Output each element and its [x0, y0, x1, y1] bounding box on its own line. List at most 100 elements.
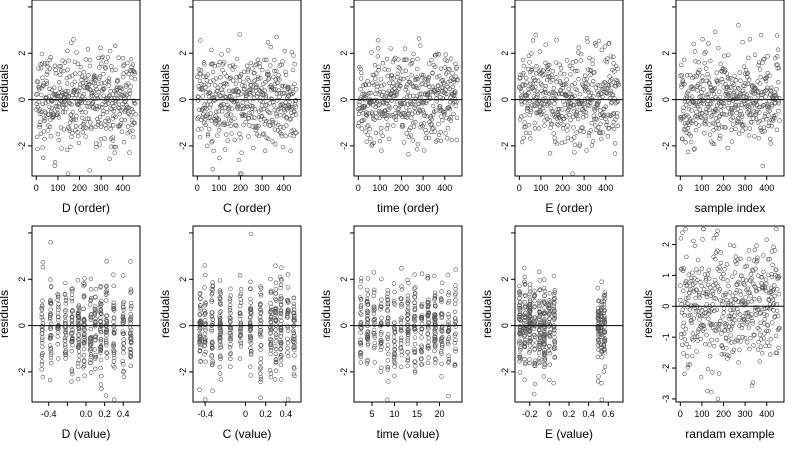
- data-point: [104, 288, 110, 294]
- data-point: [526, 90, 531, 96]
- data-point: [280, 91, 285, 96]
- data-point: [689, 275, 694, 281]
- data-point: [542, 355, 547, 361]
- data-point: [371, 318, 376, 323]
- data-point: [269, 96, 274, 101]
- data-point: [270, 120, 275, 125]
- data-point: [747, 126, 752, 131]
- data-point: [53, 103, 58, 109]
- data-point: [547, 306, 552, 312]
- data-point: [527, 360, 532, 366]
- data-point: [428, 96, 433, 101]
- data-point: [238, 326, 243, 331]
- data-point: [366, 90, 372, 96]
- data-point: [365, 313, 370, 318]
- data-point: [587, 103, 592, 109]
- data-point: [754, 258, 760, 263]
- data-point: [268, 340, 274, 345]
- data-point: [219, 52, 224, 57]
- data-point: [599, 299, 604, 304]
- data-point: [273, 377, 278, 382]
- data-point: [446, 319, 451, 324]
- data-point: [218, 377, 224, 382]
- data-point: [218, 309, 224, 314]
- data-point: [750, 321, 755, 326]
- data-point: [370, 113, 376, 118]
- data-point: [740, 88, 746, 94]
- data-point: [288, 132, 293, 138]
- data-point: [358, 87, 363, 92]
- data-point: [678, 283, 683, 288]
- y-tick-label: 0: [178, 323, 188, 328]
- data-point: [743, 81, 748, 86]
- data-point: [62, 60, 68, 65]
- data-point: [93, 286, 99, 292]
- data-point: [368, 136, 373, 141]
- data-point: [592, 70, 597, 75]
- data-point: [268, 123, 273, 128]
- data-point: [448, 118, 453, 123]
- data-point: [531, 94, 536, 99]
- data-point: [518, 300, 523, 305]
- data-point: [552, 339, 557, 344]
- data-point: [724, 321, 729, 327]
- data-point: [412, 300, 417, 305]
- data-point: [707, 342, 712, 347]
- data-point: [249, 82, 254, 88]
- data-point: [128, 306, 134, 311]
- data-point: [126, 105, 132, 111]
- data-point: [773, 267, 779, 273]
- data-point: [690, 338, 696, 343]
- data-point: [112, 365, 117, 370]
- data-point: [258, 356, 264, 361]
- data-point: [256, 123, 261, 129]
- data-point: [403, 87, 408, 92]
- data-point: [553, 92, 558, 97]
- data-point: [265, 69, 270, 75]
- data-point: [723, 336, 729, 341]
- data-point: [606, 40, 612, 46]
- data-point: [693, 59, 698, 64]
- data-point: [527, 320, 533, 325]
- data-point: [227, 345, 233, 350]
- data-point: [522, 99, 527, 105]
- data-point: [220, 90, 225, 95]
- data-point: [88, 342, 93, 347]
- data-point: [439, 299, 444, 305]
- data-point: [207, 105, 213, 110]
- data-point: [63, 342, 68, 347]
- data-point: [412, 370, 418, 375]
- data-point: [727, 85, 732, 90]
- data-point: [98, 121, 103, 126]
- data-point: [698, 98, 703, 103]
- data-point: [257, 315, 263, 320]
- data-point: [421, 110, 426, 115]
- data-point: [426, 336, 431, 341]
- data-point: [429, 122, 435, 127]
- data-point: [91, 89, 96, 95]
- data-point: [585, 82, 590, 87]
- data-point: [718, 319, 723, 324]
- data-point: [713, 256, 718, 262]
- data-point: [365, 132, 370, 138]
- data-point: [578, 51, 584, 57]
- data-point: [584, 148, 589, 153]
- data-point: [691, 85, 696, 91]
- data-point: [386, 379, 391, 384]
- data-point: [293, 112, 299, 117]
- x-tick-label: 0: [34, 183, 39, 193]
- data-point: [519, 101, 525, 107]
- data-point: [752, 52, 758, 57]
- data-point: [453, 337, 458, 343]
- data-point: [756, 339, 761, 345]
- data-point: [551, 85, 557, 91]
- data-point: [679, 310, 685, 316]
- data-point: [596, 313, 602, 318]
- data-point: [426, 326, 431, 331]
- data-point: [546, 298, 552, 303]
- data-point: [573, 59, 579, 64]
- data-point: [547, 343, 552, 349]
- data-point: [691, 238, 696, 244]
- data-point: [682, 337, 688, 342]
- data-point: [98, 339, 104, 344]
